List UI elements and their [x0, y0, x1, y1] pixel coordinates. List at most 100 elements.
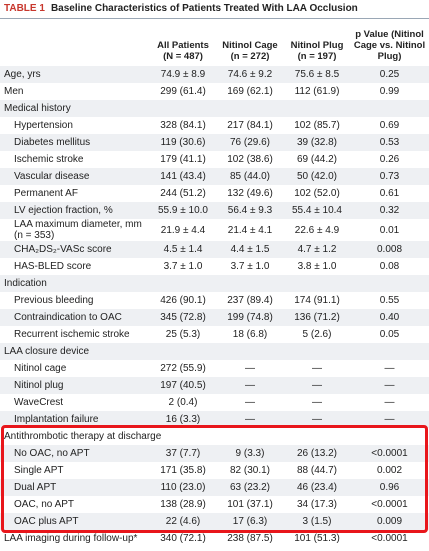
- table-title: TABLE 1 Baseline Characteristics of Patie…: [0, 0, 429, 19]
- cell: —: [350, 377, 429, 394]
- cell: 50 (42.0): [284, 168, 350, 185]
- section-row: Antithrombotic therapy at discharge: [0, 428, 429, 445]
- cell: 299 (61.4): [160, 86, 206, 97]
- data-row: Nitinol plug 197 (40.5) — — —: [0, 377, 429, 394]
- cell: 88 (44.7): [296, 465, 338, 476]
- data-row: No OAC, no APT 37 (7.7) 9 (3.3) 26 (13.2) <0…: [0, 445, 429, 462]
- data-row: Hypertension 328 (84.1) 217 (84.1) 102 (85.…: [0, 117, 429, 134]
- cell: 0.69: [379, 120, 400, 131]
- cell: 74.6 ± 9.2: [216, 66, 284, 83]
- cell: 46 (23.4): [284, 479, 350, 496]
- cell: 0.96: [350, 479, 429, 496]
- row-label: OAC plus APT: [0, 513, 150, 530]
- cell: 237 (89.4): [227, 295, 273, 306]
- cell: —: [312, 397, 322, 408]
- cell: 0.08: [379, 261, 400, 272]
- cell: 101 (51.3): [294, 533, 340, 544]
- cell: <0.0001: [371, 499, 408, 510]
- cell: 18 (6.8): [232, 329, 268, 340]
- section-row: Indication: [0, 275, 429, 292]
- cell: 75.6 ± 8.5: [284, 66, 350, 83]
- cell: —: [312, 363, 322, 374]
- cell: 55.9 ± 10.0: [150, 202, 216, 219]
- row-label: Men: [4, 86, 24, 97]
- cell: 0.40: [350, 309, 429, 326]
- row-label: Contraindication to OAC: [0, 309, 150, 326]
- cell: 39 (32.8): [284, 134, 350, 151]
- row-label: Permanent AF: [14, 188, 78, 199]
- cell: 110 (23.0): [150, 479, 216, 496]
- row-label: Hypertension: [14, 120, 73, 131]
- row-label: WaveCrest: [14, 397, 64, 408]
- cell: 74.9 ± 8.9: [150, 66, 216, 83]
- section-title: Medical history: [0, 100, 429, 117]
- cell: 3.7 ± 1.0: [230, 261, 270, 272]
- cell: 0.99: [379, 86, 400, 97]
- data-row: OAC, no APT 138 (28.9) 101 (37.1) 34 (17.3)…: [0, 496, 429, 513]
- data-row: Ischemic stroke 179 (41.1) 102 (38.6) 69 (4…: [0, 151, 429, 168]
- cell: 26 (13.2): [284, 445, 350, 462]
- row-label: HAS-BLED score: [14, 261, 92, 272]
- row-label: LV ejection fraction, %: [0, 202, 150, 219]
- data-row: Age, yrs 74.9 ± 8.9 74.6 ± 9.2 75.6 ± 8.5 0.…: [0, 66, 429, 83]
- cell: 82 (30.1): [229, 465, 271, 476]
- cell: 426 (90.1): [160, 295, 206, 306]
- data-row: Men 299 (61.4) 169 (62.1) 112 (61.9) 0.99: [0, 83, 429, 100]
- cell: 0.73: [350, 168, 429, 185]
- row-label: Vascular disease: [0, 168, 150, 185]
- cell: 3 (1.5): [284, 513, 350, 530]
- cell: 0.01: [379, 224, 400, 236]
- row-label: No OAC, no APT: [0, 445, 150, 462]
- section-title: LAA closure device: [0, 343, 429, 360]
- cell: 21.4 ± 4.1: [227, 224, 273, 236]
- cell: 199 (74.8): [216, 309, 284, 326]
- row-label: Nitinol plug: [0, 377, 150, 394]
- section-row: LAA closure device: [0, 343, 429, 360]
- cell: 101 (37.1): [227, 499, 273, 510]
- cell: —: [384, 363, 395, 374]
- section-title: Antithrombotic therapy at discharge: [4, 431, 162, 442]
- header-cell: All Patients (N = 487): [157, 40, 209, 62]
- cell: 25 (5.3): [165, 329, 201, 340]
- cell: 0.008: [350, 241, 429, 258]
- data-row: Contraindication to OAC 345 (72.8) 199 (74…: [0, 309, 429, 326]
- cell: 102 (52.0): [294, 188, 340, 199]
- cell: 34 (17.3): [296, 499, 338, 510]
- cell: —: [216, 377, 284, 394]
- cell: 0.05: [379, 329, 400, 340]
- row-label: LAA imaging during follow-up*: [4, 533, 138, 544]
- cell: 345 (72.8): [150, 309, 216, 326]
- cell: 3.8 ± 1.0: [297, 261, 337, 272]
- cell: 197 (40.5): [150, 377, 216, 394]
- cell: 0.61: [379, 188, 400, 199]
- cell: 63 (23.2): [216, 479, 284, 496]
- cell: 272 (55.9): [160, 363, 206, 374]
- cell: 171 (35.8): [160, 465, 206, 476]
- cell: 141 (43.4): [150, 168, 216, 185]
- cell: 69 (44.2): [296, 154, 338, 165]
- table-body: Age, yrs 74.9 ± 8.9 74.6 ± 9.2 75.6 ± 8.5 0.…: [0, 66, 429, 547]
- cell: 0.53: [350, 134, 429, 151]
- header-cell: Nitinol Plug (n = 197): [290, 40, 344, 62]
- row-label: Ischemic stroke: [14, 154, 84, 165]
- row-label: Implantation failure: [0, 411, 150, 428]
- cell: 16 (3.3): [150, 411, 216, 428]
- cell: 102 (85.7): [294, 120, 340, 131]
- section-row: Medical history: [0, 100, 429, 117]
- cell: 112 (61.9): [294, 86, 340, 97]
- cell: —: [216, 411, 284, 428]
- data-row: LAA maximum diameter, mm (n = 353) 21.9 ±…: [0, 219, 429, 241]
- cell: 3.7 ± 1.0: [163, 261, 203, 272]
- cell: 136 (71.2): [284, 309, 350, 326]
- data-row: HAS-BLED score 3.7 ± 1.0 3.7 ± 1.0 3.8 ± 1.…: [0, 258, 429, 275]
- section-title: Indication: [0, 275, 429, 292]
- cell: 132 (49.6): [227, 188, 273, 199]
- data-row: Permanent AF 244 (51.2) 132 (49.6) 102 (52.…: [0, 185, 429, 202]
- cell: 169 (62.1): [227, 86, 273, 97]
- cell: 0.26: [379, 154, 400, 165]
- header-cell: p Value (Nitinol Cage vs. Nitinol Plug): [353, 29, 426, 62]
- cell: 244 (51.2): [160, 188, 206, 199]
- cell: 174 (91.1): [294, 295, 340, 306]
- data-row: Implantation failure 16 (3.3) — — —: [0, 411, 429, 428]
